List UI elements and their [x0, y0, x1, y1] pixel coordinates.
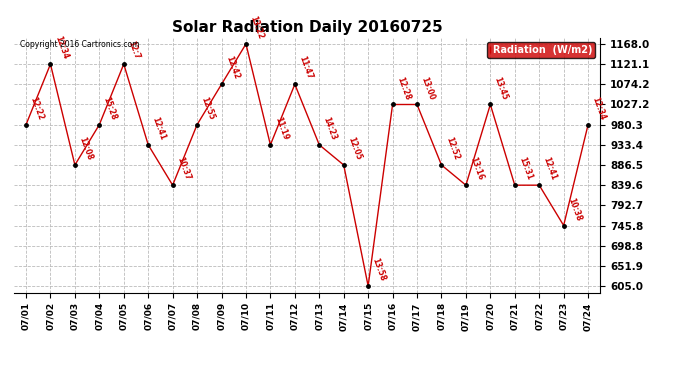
Text: 13:58: 13:58 [371, 257, 387, 283]
Text: 15:31: 15:31 [518, 156, 534, 182]
Text: 12:34: 12:34 [591, 96, 607, 121]
Text: Copyright 2016 Cartronics.com: Copyright 2016 Cartronics.com [19, 40, 139, 49]
Text: 12:41: 12:41 [150, 116, 168, 141]
Text: 12:7: 12:7 [126, 40, 141, 61]
Text: 12:34: 12:34 [53, 35, 70, 61]
Legend: Radiation  (W/m2): Radiation (W/m2) [487, 42, 595, 58]
Text: 12:28: 12:28 [395, 75, 412, 101]
Text: 12:22: 12:22 [28, 96, 45, 121]
Text: 12:42: 12:42 [224, 55, 241, 81]
Text: 13:00: 13:00 [420, 75, 436, 101]
Text: 12:41: 12:41 [542, 156, 558, 182]
Text: 13:16: 13:16 [469, 156, 485, 182]
Text: 13:22: 13:22 [248, 15, 265, 40]
Text: 13:45: 13:45 [493, 75, 509, 101]
Text: 11:19: 11:19 [273, 116, 290, 141]
Text: 14:23: 14:23 [322, 116, 338, 141]
Text: 11:47: 11:47 [297, 55, 314, 81]
Text: 10:38: 10:38 [566, 196, 583, 222]
Text: 12:08: 12:08 [77, 136, 94, 162]
Text: 15:28: 15:28 [102, 96, 119, 121]
Title: Solar Radiation Daily 20160725: Solar Radiation Daily 20160725 [172, 20, 442, 35]
Text: 12:52: 12:52 [444, 136, 460, 162]
Text: 12:05: 12:05 [346, 136, 363, 162]
Text: 10:37: 10:37 [175, 156, 192, 182]
Text: 12:55: 12:55 [199, 96, 216, 121]
